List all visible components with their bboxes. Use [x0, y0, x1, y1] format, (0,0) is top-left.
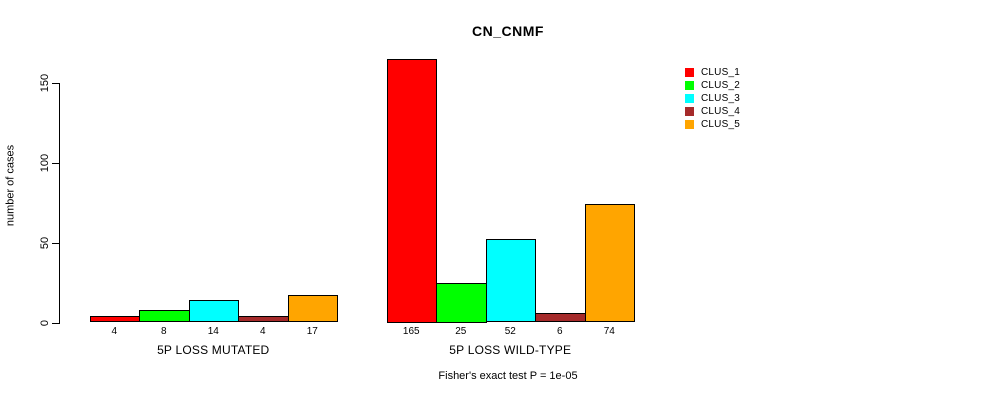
legend-swatch: [685, 67, 694, 77]
y-axis-tick: [52, 322, 59, 324]
y-axis-tick: [52, 162, 59, 164]
bar-value-label: 17: [306, 326, 318, 337]
chart-title: CN_CNMF: [472, 23, 544, 39]
legend-label: CLUS_4: [701, 105, 740, 117]
bar-value-label: 14: [207, 326, 219, 337]
bar-clus_1: [386, 58, 437, 323]
bar-clus_5: [584, 204, 635, 323]
bar-value-label: 165: [402, 326, 420, 337]
bar-clus_3: [485, 239, 536, 323]
legend-label: CLUS_3: [701, 92, 740, 104]
y-axis-line: [59, 82, 60, 324]
bar-value-label: 8: [160, 326, 167, 337]
y-axis-tick: [52, 242, 59, 244]
bar-value-label: 52: [504, 326, 516, 337]
legend-swatch: [685, 80, 694, 90]
bar-clus_3: [188, 300, 239, 323]
group-label: 5P LOSS MUTATED: [157, 343, 270, 357]
legend-label: CLUS_1: [701, 66, 740, 78]
bar-value-label: 6: [556, 326, 563, 337]
group-label: 5P LOSS WILD-TYPE: [449, 343, 572, 357]
y-axis-tick: [52, 82, 59, 84]
bar-value-label: 4: [111, 326, 118, 337]
legend-label: CLUS_2: [701, 79, 740, 91]
bar-clus_5: [287, 295, 338, 323]
legend-swatch: [685, 93, 694, 103]
legend-swatch: [685, 106, 694, 116]
bar-value-label: 4: [259, 326, 266, 337]
bar-value-label: 25: [455, 326, 467, 337]
legend-label: CLUS_5: [701, 118, 740, 130]
bar-value-label: 74: [603, 326, 615, 337]
fisher-test-annotation: Fisher's exact test P = 1e-05: [438, 370, 578, 382]
legend-swatch: [685, 119, 694, 129]
